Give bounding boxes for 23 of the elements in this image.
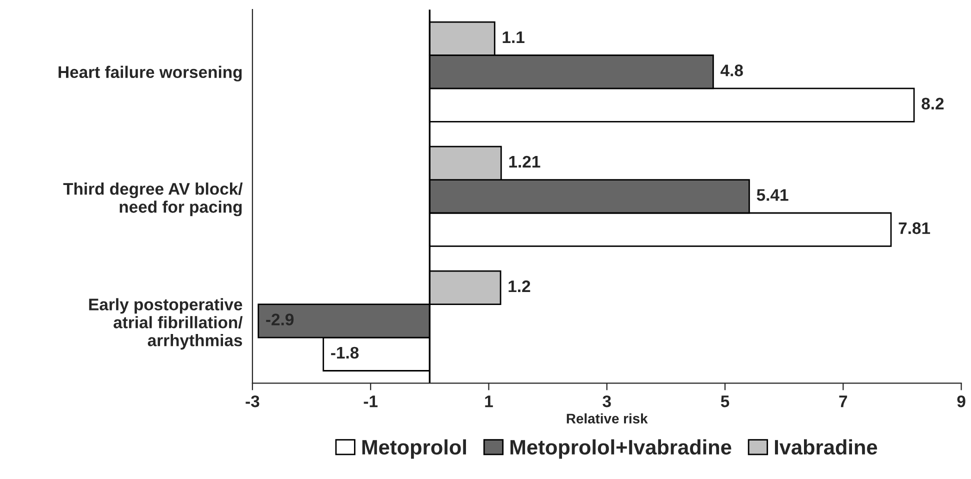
y-tick-label: Third degree AV block/ need for pacing	[63, 182, 243, 216]
x-tick-label: 7	[839, 396, 848, 408]
data-label: 4.8	[720, 64, 743, 76]
data-label: 8.2	[922, 98, 944, 110]
x-tick-label: 1	[485, 396, 493, 408]
data-label: 7.81	[898, 222, 930, 234]
data-label: 1.21	[509, 156, 540, 168]
x-tick-label: 5	[720, 396, 730, 408]
data-label: 5.41	[756, 189, 788, 201]
x-tick-label: 3	[602, 395, 611, 408]
y-tick-label: Heart failure worsening	[58, 66, 242, 82]
data-label: 1.1	[502, 31, 524, 43]
x-tick-label: 9	[957, 395, 966, 408]
data-label: -1.8	[331, 346, 359, 359]
x-tick-label: -3	[246, 395, 260, 408]
legend-label: Metoprolol+Ivabradine	[510, 439, 732, 459]
data-label: -2.9	[266, 314, 294, 326]
x-tick-label: -1	[364, 396, 378, 408]
y-tick-label: Early postoperative atrial fibrillation/ arrhythmias	[89, 298, 243, 350]
legend-label: Ivabradine	[774, 439, 878, 455]
legend-label: Metoprolol	[362, 439, 466, 459]
x-axis-title: Relative risk	[566, 413, 648, 424]
data-label: 1.2	[508, 280, 530, 292]
